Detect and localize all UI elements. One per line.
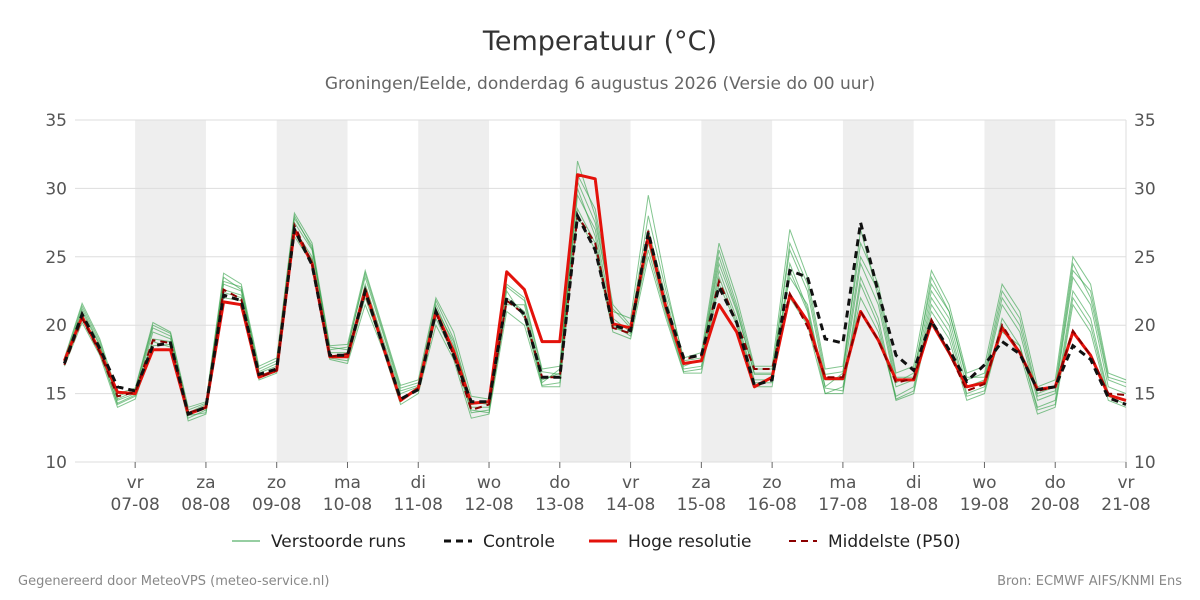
x-tick-weekday-5: di [410, 473, 426, 493]
x-tick-date-2: 08-08 [181, 495, 230, 515]
x-tick-date-4: 10-08 [323, 495, 372, 515]
x-tick-date-7: 13-08 [535, 495, 584, 515]
legend-label-control: Controle [483, 532, 555, 552]
y-tick-right-20: 20 [1134, 316, 1156, 336]
x-tick-weekday-2: za [196, 473, 215, 493]
y-tick-right-10: 10 [1134, 453, 1156, 473]
ensemble-members [63, 160, 1127, 422]
ensemble-member-line-6 [63, 181, 1127, 411]
ensemble-member-line-2 [63, 172, 1127, 408]
x-axis: vr07-08za08-08zo09-08ma10-08di11-08wo12-… [110, 462, 1151, 515]
y-axis-left: 10 15 20 25 30 35 [45, 111, 67, 473]
shade-band-2 [418, 120, 490, 462]
y-tick-right-35: 35 [1134, 111, 1156, 131]
x-tick-weekday-8: vr [622, 473, 639, 493]
gridlines [75, 119, 1127, 463]
legend-label-hires: Hoge resolutie [628, 532, 752, 552]
x-tick-date-14: 20-08 [1031, 495, 1080, 515]
legend: Verstoorde runs Controle Hoge resolutie … [232, 532, 961, 552]
y-tick-left-30: 30 [45, 179, 67, 199]
y-tick-right-25: 25 [1134, 248, 1156, 268]
x-tick-date-10: 16-08 [747, 495, 796, 515]
shade-band-3 [559, 120, 631, 462]
x-tick-date-13: 19-08 [960, 495, 1009, 515]
main-series [62, 173, 1127, 417]
x-tick-weekday-9: za [692, 473, 711, 493]
x-tick-weekday-12: di [906, 473, 922, 493]
y-tick-left-20: 20 [45, 316, 67, 336]
x-tick-date-15: 21-08 [1101, 495, 1150, 515]
chart-title: Temperatuur (°C) [482, 26, 717, 57]
weekend-bands [135, 120, 1056, 462]
footer-source: Bron: ECMWF AIFS/KNMI Ens [997, 574, 1182, 589]
x-tick-date-6: 12-08 [464, 495, 513, 515]
y-tick-left-35: 35 [45, 111, 67, 131]
x-tick-weekday-6: wo [477, 473, 501, 493]
y-tick-left-15: 15 [45, 385, 67, 405]
legend-label-perturbed: Verstoorde runs [271, 532, 406, 552]
x-tick-weekday-14: do [1045, 473, 1066, 493]
x-tick-date-1: 07-08 [110, 495, 159, 515]
x-tick-date-9: 15-08 [677, 495, 726, 515]
x-tick-date-5: 11-08 [394, 495, 443, 515]
x-tick-date-8: 14-08 [606, 495, 655, 515]
control-line [62, 210, 1127, 417]
x-tick-weekday-10: zo [762, 473, 781, 493]
shade-band-1 [276, 120, 348, 462]
chart-subtitle: Groningen/Eelde, donderdag 6 augustus 20… [325, 74, 875, 94]
median-line [63, 212, 1127, 415]
x-tick-weekday-3: zo [267, 473, 286, 493]
shade-band-6 [984, 120, 1056, 462]
x-tick-weekday-1: vr [127, 473, 144, 493]
x-tick-weekday-15: vr [1117, 473, 1134, 493]
x-tick-date-3: 09-08 [252, 495, 301, 515]
x-tick-weekday-13: wo [972, 473, 996, 493]
legend-label-median: Middelste (P50) [828, 532, 961, 552]
x-tick-weekday-4: ma [334, 473, 361, 493]
y-tick-right-30: 30 [1134, 179, 1156, 199]
y-axis-right: 10 15 20 25 30 35 [1134, 111, 1156, 473]
y-tick-left-10: 10 [45, 453, 67, 473]
x-tick-date-11: 17-08 [818, 495, 867, 515]
x-tick-weekday-7: do [549, 473, 570, 493]
y-tick-right-15: 15 [1134, 385, 1156, 405]
ensemble-member-line-3 [63, 188, 1127, 419]
x-tick-weekday-11: ma [829, 473, 856, 493]
y-tick-left-25: 25 [45, 248, 67, 268]
footer-generated-by: Gegenereerd door MeteoVPS (meteo-service… [18, 574, 329, 589]
x-tick-date-12: 18-08 [889, 495, 938, 515]
